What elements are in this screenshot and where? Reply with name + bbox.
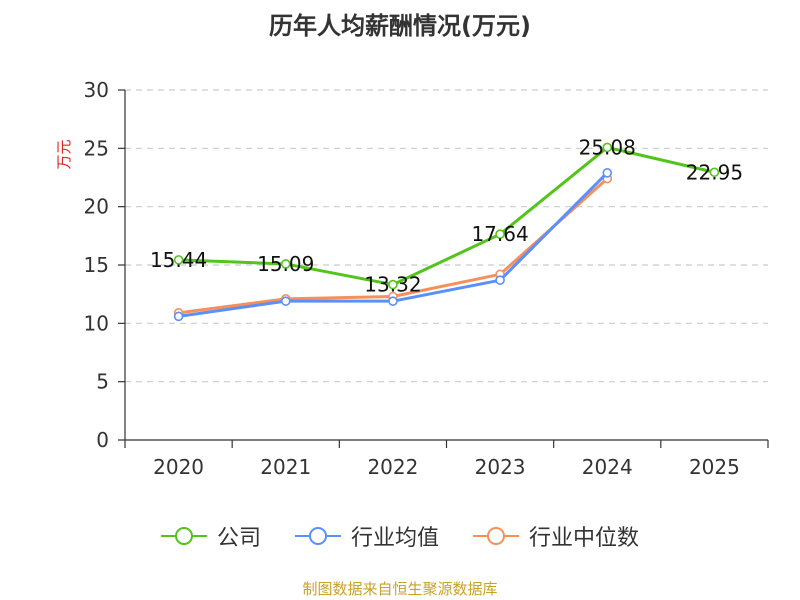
legend-marker-industry-median [473,527,519,545]
chart-title: 历年人均薪酬情况(万元) [269,12,531,40]
data-point-industry_avg [173,311,184,322]
x-tick-label: 2021 [260,455,311,479]
data-point-company [495,229,505,239]
legend-item-company[interactable]: 公司 [160,520,261,552]
x-tick-label: 2020 [153,455,204,479]
x-tick-label: 2022 [367,455,418,479]
legend-label-company: 公司 [216,526,261,551]
y-tick-label: 20 [84,195,109,219]
data-label-company: 15.44 [150,248,207,272]
legend-item-industry-median[interactable]: 行业中位数 [473,520,639,552]
data-label-company: 13.32 [364,273,421,297]
y-tick-label: 10 [84,311,109,335]
y-axis-label: 万元 [55,139,73,169]
data-point-company [280,259,291,269]
data-point-company [602,142,613,153]
y-tick-label: 15 [84,253,109,277]
data-source-note: 制图数据来自恒生聚源数据库 [302,580,498,598]
legend-label-industry-avg: 行业均值 [350,526,439,551]
data-label-company: 17.64 [471,222,528,246]
y-tick-label: 25 [84,136,109,160]
data-point-industry_avg [280,296,291,306]
y-tick-label: 0 [96,428,109,452]
x-tick-label: 2025 [689,455,740,479]
legend-marker-industry-avg [294,527,341,545]
y-tick-label: 30 [84,78,109,102]
data-label-company: 15.09 [257,252,314,276]
data-label-company: 22.95 [686,160,743,184]
data-point-company [709,167,720,178]
data-point-industry_avg [388,296,398,306]
series-line-company [178,145,715,287]
data-point-industry_avg [495,275,505,285]
legend-item-industry-avg[interactable]: 行业均值 [294,520,439,552]
data-point-company [388,279,398,290]
x-tick-label: 2024 [582,455,633,479]
data-point-company [173,255,184,265]
y-tick-label: 5 [96,370,109,394]
data-label-company: 25.08 [579,135,636,159]
legend-marker-company [160,527,207,545]
data-point-industry_avg [602,168,613,178]
legend-label-industry-median: 行业中位数 [529,526,640,551]
x-tick-label: 2023 [475,455,526,479]
legend: 公司 行业均值 行业中位数 [0,520,800,552]
